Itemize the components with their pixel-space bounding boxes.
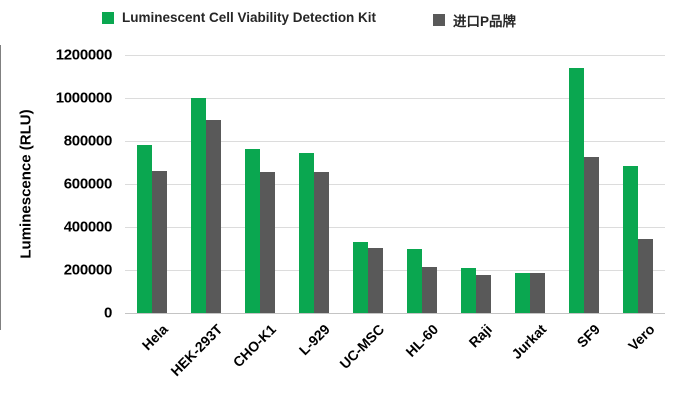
bar-import-Hela <box>152 171 167 313</box>
legend-swatch-kit-icon <box>102 11 114 24</box>
legend-swatch-import-icon <box>433 14 445 26</box>
bar-import-Jurkat <box>530 272 545 313</box>
legend-label-kit: Luminescent Cell Viability Detection Kit <box>122 10 377 25</box>
gridline <box>125 226 665 228</box>
y-tick-label: 600000 <box>63 175 113 193</box>
y-tick-label: 1000000 <box>55 89 113 107</box>
x-axis-label: Hela <box>139 321 172 354</box>
bar-import-CHO-K1 <box>260 171 275 313</box>
bar-import-UC-MSC <box>368 247 383 313</box>
bar-import-HL-60 <box>422 266 437 313</box>
legend-label-import-brand: 进口P品牌 <box>453 14 517 29</box>
x-axis-label: CHO-K1 <box>230 321 280 371</box>
legend-item-kit: Luminescent Cell Viability Detection Kit <box>102 10 376 25</box>
bar-import-Raji <box>476 275 491 313</box>
bar-kit-Raji <box>461 267 476 313</box>
x-axis-label: UC-MSC <box>336 321 388 372</box>
x-axis-label: HL-60 <box>402 321 442 360</box>
x-axis-label: HEK-293T <box>167 321 226 380</box>
gridline <box>125 140 665 142</box>
bar-kit-L-929 <box>299 152 314 313</box>
y-tick-label: 800000 <box>63 132 113 150</box>
x-axis-label: SF9 <box>573 321 604 351</box>
bar-import-HEK-293T <box>206 119 221 313</box>
bar-kit-HEK-293T <box>191 98 206 313</box>
legend-item-import-brand: 进口P品牌 <box>433 10 516 30</box>
bar-kit-UC-MSC <box>353 242 368 313</box>
bar-kit-Vero <box>623 165 638 313</box>
x-axis-label: L-929 <box>296 321 334 359</box>
bar-kit-HL-60 <box>407 248 422 313</box>
gridline <box>125 183 665 185</box>
bar-import-L-929 <box>314 171 329 313</box>
bar-import-Vero <box>638 239 653 313</box>
y-tick-label: 1200000 <box>55 46 113 64</box>
y-tick-label: 0 <box>103 304 112 322</box>
bar-kit-Jurkat <box>515 273 530 313</box>
bar-kit-SF9 <box>569 67 584 313</box>
bar-import-SF9 <box>584 157 599 313</box>
x-axis-label: Vero <box>624 321 658 354</box>
y-tick-label: 400000 <box>63 218 113 236</box>
bar-kit-Hela <box>137 145 152 313</box>
gridline <box>125 54 665 56</box>
bar-kit-CHO-K1 <box>245 149 260 313</box>
y-tick-label: 200000 <box>63 261 113 279</box>
x-axis-label: Raji <box>465 321 496 351</box>
x-axis-line <box>125 312 665 314</box>
gridline <box>125 97 665 99</box>
x-axis-label: Jurkat <box>508 321 550 363</box>
screenshot-left-edge-line <box>0 45 1 330</box>
gridline <box>125 269 665 271</box>
